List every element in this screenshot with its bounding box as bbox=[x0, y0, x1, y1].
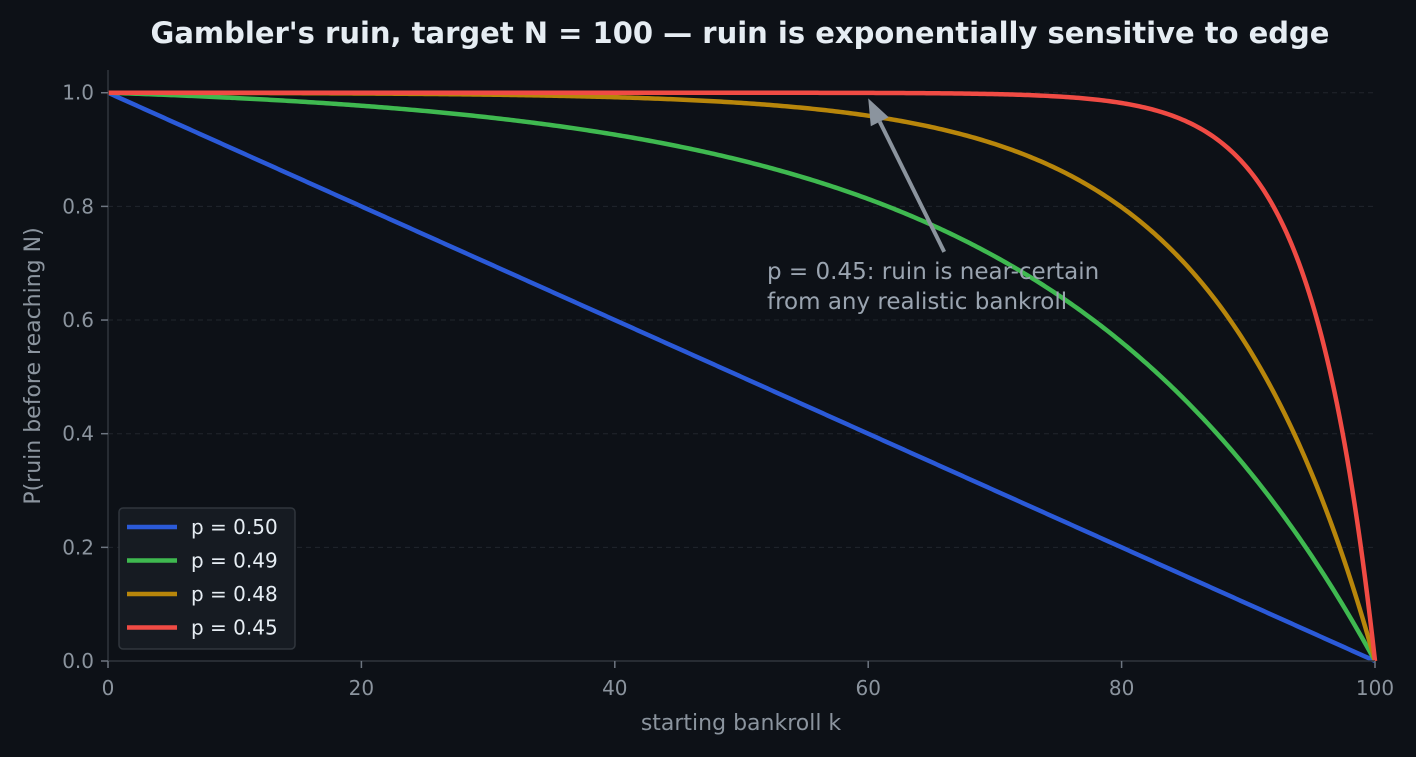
annotation-arrow-shaft bbox=[877, 120, 947, 253]
y-tick-label: 1.0 bbox=[62, 81, 94, 105]
legend-label-1: p = 0.49 bbox=[191, 549, 278, 573]
x-tick-label: 60 bbox=[855, 676, 880, 700]
legend-label-3: p = 0.45 bbox=[191, 616, 278, 640]
annotation-arrow-head bbox=[868, 98, 889, 127]
x-tick-label: 20 bbox=[349, 676, 374, 700]
y-tick-label: 0.6 bbox=[62, 308, 94, 332]
x-tick-label: 80 bbox=[1109, 676, 1134, 700]
y-tick-label: 0.2 bbox=[62, 535, 94, 559]
y-axis-label: P(ruin before reaching N) bbox=[21, 227, 46, 504]
y-tick-label: 0.4 bbox=[62, 422, 94, 446]
x-tick-label: 0 bbox=[102, 676, 115, 700]
series-lines bbox=[107, 90, 1378, 664]
series-line-1 bbox=[107, 90, 1377, 663]
chart-title: Gambler's ruin, target N = 100 — ruin is… bbox=[151, 16, 1330, 50]
axes bbox=[107, 70, 1375, 662]
y-tick-label: 0.0 bbox=[62, 649, 94, 673]
annotation-text: from any realistic bankroll bbox=[767, 289, 1067, 315]
y-tick-label: 0.8 bbox=[62, 194, 94, 218]
annotation: p = 0.45: ruin is near-certain from any r… bbox=[767, 98, 1099, 315]
x-tick-label: 40 bbox=[602, 676, 627, 700]
series-line-3 bbox=[108, 90, 1378, 662]
legend-label-0: p = 0.50 bbox=[191, 515, 278, 539]
ticks: 0.0 0.2 0.4 0.6 0.8 1.0 0 20 40 60 80 100 bbox=[62, 81, 1394, 700]
legend-label-2: p = 0.48 bbox=[191, 582, 278, 606]
x-tick-label: 100 bbox=[1356, 676, 1394, 700]
series-line-0 bbox=[107, 90, 1376, 664]
x-axis-label: starting bankroll k bbox=[641, 711, 842, 736]
legend: p = 0.50 p = 0.49 p = 0.48 p = 0.45 bbox=[118, 507, 296, 650]
legend-box bbox=[118, 507, 296, 650]
annotation-text: p = 0.45: ruin is near-certain bbox=[767, 259, 1099, 285]
